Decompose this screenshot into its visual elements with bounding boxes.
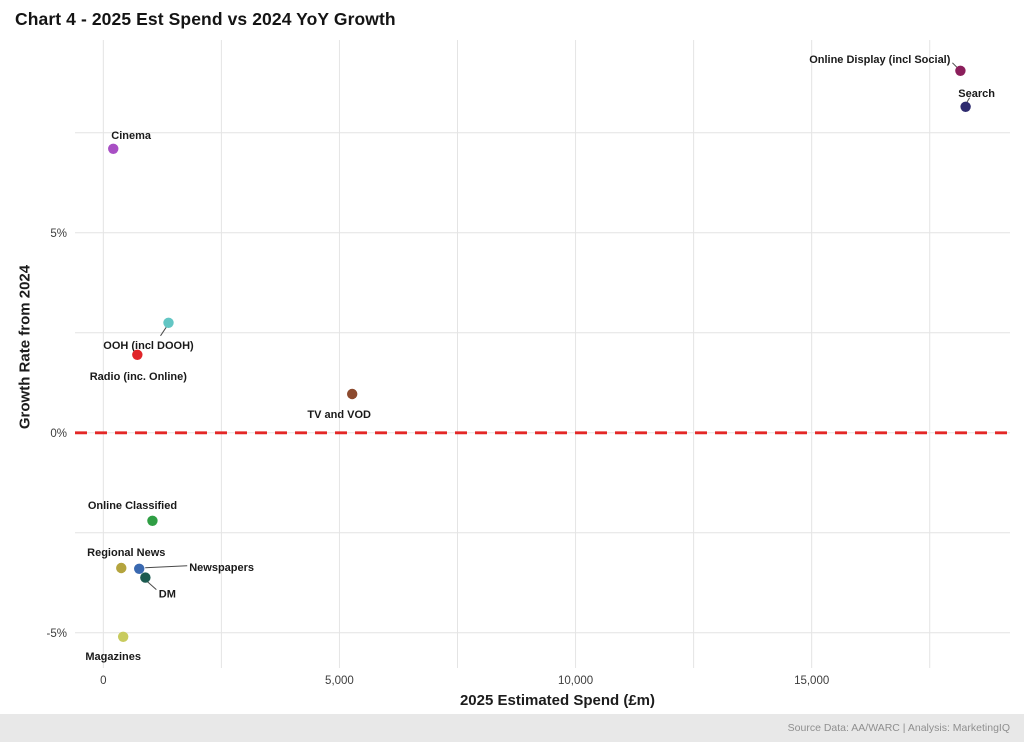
data-point-ooh-incl-dooh: [163, 317, 174, 328]
x-tick-label: 0: [100, 675, 106, 687]
footer-bar: Source Data: AA/WARC | Analysis: Marketi…: [0, 714, 1024, 742]
y-tick-label: 5%: [50, 228, 67, 240]
label-leader-line-newspapers: [145, 565, 188, 569]
point-label-regional-news: Regional News: [87, 547, 165, 559]
point-label-cinema: Cinema: [111, 130, 152, 142]
label-leader-line-ooh-incl-dooh: [160, 326, 167, 337]
data-point-newspapers: [134, 563, 145, 574]
point-label-ooh-incl-dooh: OOH (incl DOOH): [103, 340, 194, 352]
point-label-search: Search: [958, 88, 995, 100]
y-axis-title: Growth Rate from 2024: [16, 264, 34, 430]
point-label-online-classified: Online Classified: [88, 500, 177, 512]
x-axis-title: 2025 Estimated Spend (£m): [459, 692, 656, 709]
point-label-online-display-incl-social: Online Display (incl Social): [809, 54, 951, 66]
point-label-magazines: Magazines: [85, 651, 141, 663]
data-point-magazines: [117, 631, 129, 642]
x-tick-label: 5,000: [325, 675, 354, 687]
y-tick-label: -5%: [47, 628, 67, 640]
data-point-online-display-incl-social: [955, 65, 966, 77]
data-point-online-classified: [147, 515, 158, 526]
data-point-regional-news: [116, 562, 127, 574]
y-tick-label: 0%: [50, 428, 67, 440]
x-tick-label: 15,000: [794, 675, 829, 687]
point-label-dm: DM: [159, 589, 176, 601]
data-point-tv-and-vod: [346, 388, 358, 400]
page-title: Chart 4 - 2025 Est Spend vs 2024 YoY Gro…: [15, 9, 396, 29]
source-attribution-text: Source Data: AA/WARC | Analysis: Marketi…: [787, 722, 1010, 734]
point-label-newspapers: Newspapers: [189, 562, 254, 574]
label-leader-line-dm: [147, 581, 157, 590]
point-label-radio-inc-online: Radio (inc. Online): [90, 371, 188, 383]
data-point-search: [960, 101, 971, 113]
data-point-radio-inc-online: [132, 349, 143, 360]
point-label-tv-and-vod: TV and VOD: [307, 409, 371, 421]
data-point-cinema: [108, 143, 119, 154]
x-tick-label: 10,000: [558, 675, 593, 687]
data-point-dm: [140, 572, 151, 583]
label-leader-line-online-display-incl-social: [952, 62, 958, 69]
